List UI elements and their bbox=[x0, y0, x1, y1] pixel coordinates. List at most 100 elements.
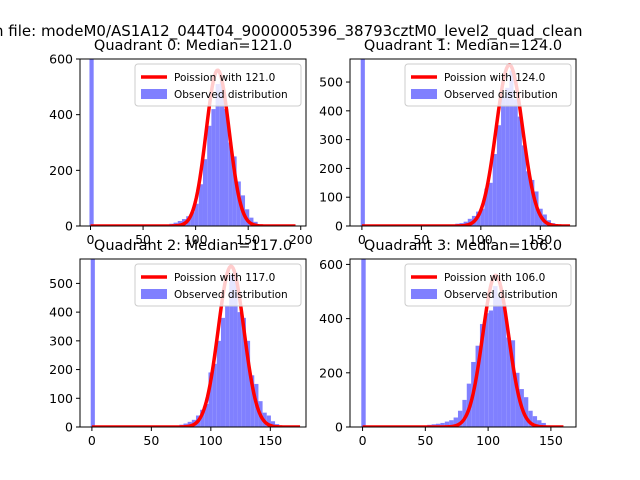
hist-bar bbox=[479, 324, 485, 427]
y-tick-label: 200 bbox=[319, 365, 343, 380]
hist-bar bbox=[528, 410, 533, 427]
legend-hist-swatch bbox=[141, 289, 167, 299]
panel-title: Quadrant 0: Median=121.0 bbox=[94, 38, 292, 54]
hist-bar bbox=[360, 59, 365, 226]
x-tick-label: 150 bbox=[258, 433, 282, 448]
hist-bar bbox=[523, 397, 529, 427]
y-tick-label: 100 bbox=[49, 391, 73, 406]
hist-bar bbox=[228, 142, 233, 226]
hist-bar bbox=[521, 145, 527, 226]
legend-hist-swatch bbox=[411, 89, 437, 99]
hist-bar bbox=[194, 203, 199, 226]
y-tick-label: 200 bbox=[319, 161, 343, 176]
hist-bar bbox=[505, 87, 510, 226]
hist-bar bbox=[233, 271, 238, 427]
y-tick-label: 100 bbox=[319, 190, 343, 205]
hist-bar bbox=[89, 59, 94, 226]
legend: Poission with 124.0 Observed distribution bbox=[404, 63, 572, 107]
poisson-curve bbox=[361, 63, 571, 226]
hist-bar bbox=[462, 399, 467, 427]
hist-bar bbox=[225, 306, 230, 427]
hist-bar bbox=[237, 312, 242, 427]
legend-box bbox=[134, 63, 302, 107]
hist-bar bbox=[200, 409, 205, 427]
hist-bar bbox=[208, 372, 213, 427]
y-tick-label: 500 bbox=[49, 276, 73, 291]
hist-bar bbox=[198, 184, 203, 226]
y-tick-label: 200 bbox=[49, 362, 73, 377]
hist-bar bbox=[517, 116, 522, 226]
hist-bar bbox=[440, 422, 445, 427]
poisson-curve bbox=[361, 273, 565, 427]
panel-quadrant-1: 0 50 100 150 0 100 200 300 400 500 Quadrant 1: Med… bbox=[319, 38, 577, 247]
hist-bar bbox=[361, 259, 366, 427]
hist-bar bbox=[190, 212, 195, 226]
panel-title: Quadrant 1: Median=124.0 bbox=[364, 38, 562, 54]
legend-box bbox=[134, 263, 302, 307]
y-tick-label: 0 bbox=[65, 420, 73, 435]
hist-bar bbox=[501, 96, 506, 226]
legend-curve-label: Poission with 106.0 bbox=[444, 272, 545, 284]
hist-bar bbox=[224, 109, 229, 226]
x-tick-label: 200 bbox=[289, 232, 313, 247]
legend-box bbox=[404, 263, 572, 307]
x-tick-label: 150 bbox=[539, 433, 563, 448]
panel-title: Quadrant 3: Median=106.0 bbox=[364, 238, 562, 254]
hist-bar bbox=[232, 156, 237, 226]
panel-quadrant-0: 0 50 100 150 200 0 200 400 600 Quadrant 0: Median… bbox=[49, 38, 313, 247]
hist-bar bbox=[506, 337, 511, 427]
legend-hist-swatch bbox=[411, 289, 437, 299]
y-tick-label: 400 bbox=[319, 103, 343, 118]
hist-bar bbox=[530, 179, 535, 226]
y-tick-label: 500 bbox=[319, 75, 343, 90]
x-tick-label: 50 bbox=[417, 433, 433, 448]
hist-bar bbox=[480, 208, 485, 226]
hist-bar bbox=[211, 109, 216, 226]
hist-bar bbox=[245, 340, 251, 427]
y-tick-label: 0 bbox=[335, 420, 343, 435]
x-tick-label: 0 bbox=[358, 232, 366, 247]
hist-bar bbox=[509, 70, 514, 226]
legend: Poission with 117.0 Observed distribution bbox=[134, 263, 302, 307]
panel-quadrant-3: 0 50 100 150 0 200 400 600 Quadrant 3: Median=10… bbox=[319, 238, 577, 448]
x-tick-label: 100 bbox=[199, 433, 223, 448]
hist-bar bbox=[453, 417, 458, 427]
legend-curve-label: Poission with 121.0 bbox=[174, 72, 275, 84]
x-tick-label: 50 bbox=[413, 232, 429, 247]
hist-bar bbox=[212, 363, 217, 427]
legend-hist-label: Observed distribution bbox=[174, 89, 288, 101]
hist-bar bbox=[515, 372, 520, 427]
x-tick-label: 0 bbox=[87, 232, 95, 247]
hist-bar bbox=[266, 415, 271, 427]
x-tick-label: 0 bbox=[359, 433, 367, 448]
axes-frame bbox=[349, 58, 577, 227]
y-tick-label: 0 bbox=[65, 219, 73, 234]
legend-curve-label: Poission with 117.0 bbox=[174, 272, 275, 284]
hist-bar bbox=[444, 421, 450, 427]
hist-bar bbox=[216, 340, 221, 427]
panel-title: Quadrant 2: Median=117.0 bbox=[94, 238, 292, 254]
y-tick-label: 400 bbox=[49, 305, 73, 320]
y-tick-label: 600 bbox=[319, 257, 343, 272]
axes-frame bbox=[79, 258, 307, 428]
hist-bar bbox=[496, 125, 502, 226]
hist-bar bbox=[207, 125, 212, 226]
y-tick-label: 300 bbox=[49, 333, 73, 348]
x-tick-label: 100 bbox=[184, 232, 208, 247]
hist-bar bbox=[484, 313, 489, 427]
hist-bar bbox=[510, 340, 516, 427]
hist-bar bbox=[541, 422, 546, 427]
histogram bbox=[361, 259, 551, 427]
hist-bar bbox=[526, 171, 531, 226]
x-tick-label: 150 bbox=[528, 232, 552, 247]
figure-suptitle: n file: modeM0/AS1A12_044T04_9000005396_… bbox=[0, 22, 583, 41]
hist-bar bbox=[270, 421, 276, 427]
hist-bar bbox=[220, 317, 226, 427]
hist-bar bbox=[202, 159, 208, 226]
x-tick-label: 100 bbox=[469, 232, 493, 247]
hist-bar bbox=[457, 410, 463, 427]
hist-bar bbox=[90, 259, 95, 427]
hist-bar bbox=[484, 188, 489, 226]
hist-bar bbox=[250, 375, 255, 427]
